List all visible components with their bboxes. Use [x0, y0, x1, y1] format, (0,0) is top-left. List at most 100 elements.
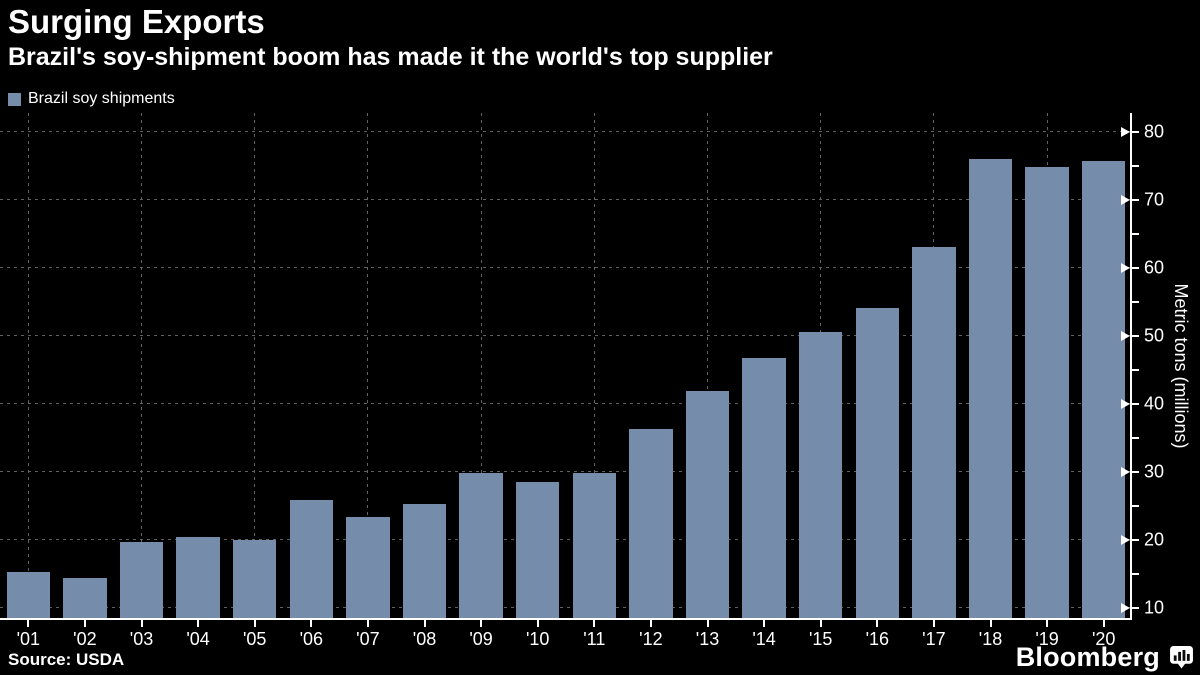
horizontal-gridline	[0, 131, 1132, 133]
bar	[176, 536, 220, 620]
horizontal-gridline	[0, 539, 1132, 541]
chart-title: Surging Exports	[8, 3, 265, 40]
bar	[289, 499, 334, 620]
vertical-gridline	[254, 113, 256, 618]
y-tick	[1132, 573, 1139, 576]
bar	[1025, 166, 1069, 620]
y-tick	[1132, 131, 1139, 134]
x-tick-label: '08	[412, 629, 437, 649]
bar	[63, 577, 107, 620]
x-tick	[310, 620, 313, 627]
x-tick	[932, 620, 935, 627]
legend-label: Brazil soy shipments	[28, 90, 175, 107]
vertical-gridline	[27, 113, 29, 618]
vertical-gridline	[141, 113, 142, 618]
x-tick-label: '17	[922, 629, 946, 649]
y-tick	[1132, 437, 1139, 440]
x-axis-line	[0, 618, 1132, 620]
y-tick	[1132, 301, 1139, 304]
bar	[346, 516, 390, 620]
x-tick	[83, 620, 86, 627]
y-tick	[1132, 369, 1139, 372]
bloomberg-logo-text: Bloomberg	[1015, 642, 1160, 672]
x-tick	[366, 620, 369, 627]
legend: Brazil soy shipments	[8, 90, 175, 108]
y-tick	[1132, 403, 1139, 406]
bar	[6, 572, 51, 620]
y-tick-arrow	[1121, 127, 1130, 138]
x-tick	[649, 620, 652, 627]
y-tick-arrow	[1121, 467, 1130, 478]
plot-area: '01 '02 '03 '04 '05 '06 '07 '08 '09 '10 '11 '12 '13 '…	[0, 113, 1164, 649]
y-tick-label: 70	[1144, 189, 1165, 210]
chart-subtitle: Brazil's soy-shipment boom has made it t…	[8, 43, 773, 71]
bar	[629, 429, 673, 620]
bar	[855, 307, 900, 620]
vertical-gridline	[593, 113, 595, 618]
horizontal-gridline	[0, 199, 1132, 201]
x-tick	[1102, 620, 1105, 627]
x-tick	[140, 620, 143, 627]
bar	[912, 247, 956, 620]
horizontal-gridline	[0, 403, 1132, 405]
y-tick	[1132, 335, 1139, 338]
bar	[119, 541, 164, 620]
x-tick-label: '10	[525, 629, 550, 649]
legend-swatch	[8, 92, 21, 106]
y-tick	[1132, 539, 1139, 542]
vertical-gridline	[707, 113, 708, 618]
x-tick	[593, 620, 596, 627]
x-tick-label: '09	[469, 629, 493, 649]
y-tick	[1132, 233, 1139, 236]
x-tick-label: '15	[808, 629, 833, 649]
bar	[742, 358, 786, 620]
bar	[402, 503, 447, 620]
y-tick	[1132, 165, 1139, 168]
bar	[572, 473, 617, 620]
x-tick	[706, 620, 709, 627]
x-tick-label: '12	[639, 629, 663, 649]
horizontal-gridline	[0, 267, 1132, 269]
x-tick	[423, 620, 426, 627]
bloomberg-logo: Bloomberg	[1016, 642, 1194, 673]
y-tick-arrow	[1121, 331, 1130, 342]
y-tick	[1132, 607, 1139, 610]
y-tick-arrow	[1121, 535, 1130, 546]
x-tick	[197, 620, 200, 627]
y-tick-arrow	[1121, 263, 1130, 274]
y-tick-label: 80	[1144, 121, 1165, 142]
bar	[515, 481, 560, 620]
y-tick-label: 10	[1144, 597, 1165, 618]
y-tick-label: 20	[1144, 529, 1165, 550]
x-tick-label: '01	[16, 629, 41, 649]
bar	[232, 539, 277, 620]
y-tick-label: 40	[1144, 393, 1165, 414]
y-tick-arrow	[1121, 195, 1130, 206]
x-tick-label: '04	[186, 629, 210, 649]
x-tick	[876, 620, 879, 627]
bar	[798, 332, 843, 620]
x-tick	[763, 620, 766, 627]
x-tick	[536, 620, 539, 627]
x-tick-label: '05	[242, 629, 267, 649]
bar	[459, 473, 503, 620]
x-tick	[253, 620, 256, 627]
x-tick-label: '16	[865, 629, 890, 649]
y-tick	[1132, 471, 1139, 474]
x-tick-label: '19	[1035, 629, 1059, 649]
bar	[968, 159, 1013, 620]
x-tick	[989, 620, 992, 627]
vertical-gridline	[367, 113, 369, 618]
y-tick-arrow	[1121, 603, 1130, 614]
bar	[685, 391, 730, 620]
x-tick-label: '03	[129, 629, 154, 649]
x-tick-label: '02	[73, 629, 97, 649]
x-tick-label: '20	[1091, 629, 1116, 649]
vertical-gridline	[480, 113, 482, 618]
y-tick	[1132, 199, 1139, 202]
y-tick-label: 30	[1144, 461, 1165, 482]
y-tick	[1132, 505, 1139, 508]
x-tick	[27, 620, 30, 627]
x-tick-label: '06	[299, 629, 324, 649]
